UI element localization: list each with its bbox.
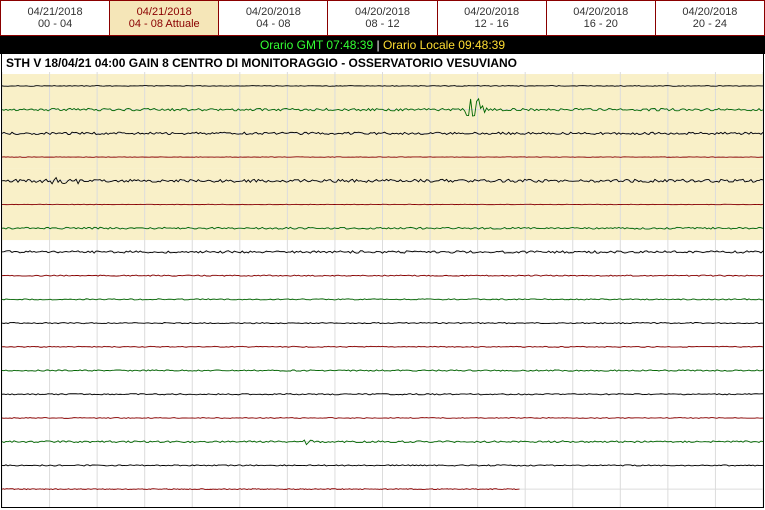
tab-time: 12 - 16 bbox=[475, 18, 509, 30]
tab-0[interactable]: 04/21/201800 - 04 bbox=[1, 1, 110, 35]
tab-2[interactable]: 04/20/201804 - 08 bbox=[219, 1, 328, 35]
tab-6[interactable]: 04/20/201820 - 24 bbox=[656, 1, 764, 35]
clock-gmt: Orario GMT 07:48:39 bbox=[260, 38, 373, 52]
tab-time: 16 - 20 bbox=[584, 18, 618, 30]
tab-date: 04/20/2018 bbox=[573, 6, 628, 18]
tab-time: 20 - 24 bbox=[693, 18, 727, 30]
clock-sep: | bbox=[373, 38, 383, 52]
tab-date: 04/21/2018 bbox=[28, 6, 83, 18]
tab-time: 00 - 04 bbox=[38, 18, 72, 30]
clock-bar: Orario GMT 07:48:39 | Orario Locale 09:4… bbox=[0, 36, 765, 54]
plot-header: STH V 18/04/21 04:00 GAIN 8 CENTRO DI MO… bbox=[6, 56, 517, 70]
tab-4[interactable]: 04/20/201812 - 16 bbox=[438, 1, 547, 35]
tab-date: 04/20/2018 bbox=[355, 6, 410, 18]
tab-1[interactable]: 04/21/201804 - 08 Attuale bbox=[110, 1, 219, 35]
tab-date: 04/21/2018 bbox=[137, 6, 192, 18]
tab-5[interactable]: 04/20/201816 - 20 bbox=[547, 1, 656, 35]
clock-local: Orario Locale 09:48:39 bbox=[383, 38, 505, 52]
tab-date: 04/20/2018 bbox=[464, 6, 519, 18]
tab-date: 04/20/2018 bbox=[682, 6, 737, 18]
tab-date: 04/20/2018 bbox=[246, 6, 301, 18]
seismogram-svg bbox=[2, 54, 763, 507]
tab-time: 04 - 08 bbox=[256, 18, 290, 30]
time-tabs: 04/21/201800 - 0404/21/201804 - 08 Attua… bbox=[0, 0, 765, 36]
tab-time: 04 - 08 Attuale bbox=[129, 18, 200, 30]
tab-time: 08 - 12 bbox=[365, 18, 399, 30]
seismogram-plot: STH V 18/04/21 04:00 GAIN 8 CENTRO DI MO… bbox=[1, 54, 764, 508]
tab-3[interactable]: 04/20/201808 - 12 bbox=[328, 1, 437, 35]
